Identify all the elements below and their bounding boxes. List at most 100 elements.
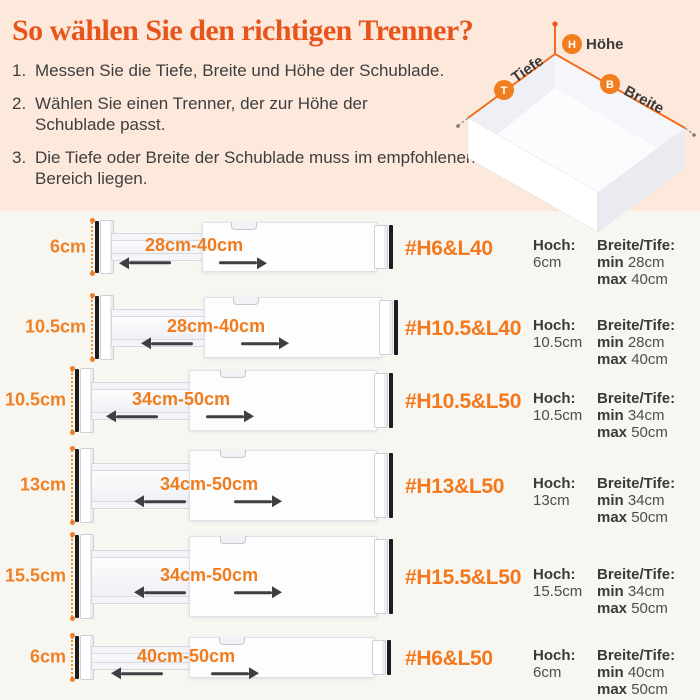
extension-range: 28cm-40cm [119, 235, 268, 269]
drawer-divider-image: 28cm-40cm [95, 295, 398, 360]
height-measure-line [89, 218, 95, 276]
hoch-value: 6cm [533, 664, 562, 681]
divider-end-cap-left [75, 449, 79, 522]
product-code: #H6&L50 [405, 647, 493, 670]
hoch-value: 15.5cm [533, 583, 583, 600]
width-depth-spec: Breite/Tife: min 28cm max 40cm [597, 317, 699, 368]
product-code: #H13&L50 [405, 475, 505, 498]
height-dimension-label: 10.5cm [4, 389, 66, 410]
height-spec: Hoch: 6cm [533, 237, 593, 271]
width-depth-spec: Breite/Tife: min 28cm max 40cm [597, 237, 699, 288]
arrow-left-icon [106, 410, 158, 423]
hoehe-badge: H Höhe [562, 34, 624, 54]
product-row: 6cm 40cm-50cm #H6&L50 Hoch: 6cm Breite/T… [0, 622, 700, 700]
min-line: min 28cm [597, 254, 665, 271]
breite-label: Breite/Tife: [597, 566, 676, 583]
arrow-left-icon [111, 667, 163, 680]
min-line: min 40cm [597, 664, 665, 681]
height-measure-line [69, 532, 75, 621]
width-depth-spec: Breite/Tife: min 34cm max 50cm [597, 475, 699, 526]
hoch-value: 13cm [533, 492, 570, 509]
divider-notch [219, 637, 246, 645]
height-spec: Hoch: 15.5cm [533, 566, 593, 600]
height-label: Höhe [586, 36, 624, 53]
divider-bracket-right [374, 225, 388, 269]
height-measure-line [69, 366, 75, 435]
step-number: 3. [12, 148, 27, 167]
divider-bracket-right [374, 373, 388, 428]
hoch-label: Hoch: [533, 390, 576, 407]
divider-end-cap-left [75, 369, 79, 432]
divider-end-cap-left [95, 296, 99, 359]
arrow-left-icon [134, 586, 186, 599]
breite-label: Breite/Tife: [597, 237, 676, 254]
instruction-step-3: 3. Die Tiefe oder Breite der Schublade m… [12, 147, 502, 189]
hoch-label: Hoch: [533, 566, 576, 583]
range-label: 40cm-50cm [137, 645, 236, 666]
divider-bracket-right [372, 640, 386, 675]
product-row: 13cm 34cm-50cm #H13&L50 Hoch: 13cm Breit… [0, 445, 700, 530]
hoch-label: Hoch: [533, 237, 576, 254]
min-line: min 34cm [597, 492, 665, 509]
drawer-divider-image: 34cm-50cm [75, 448, 393, 523]
divider-notch [220, 370, 247, 378]
height-dimension-label: 6cm [49, 236, 86, 257]
arrow-left-icon [119, 256, 171, 269]
extension-range: 34cm-50cm [134, 565, 283, 599]
height-spec: Hoch: 10.5cm [533, 390, 593, 424]
extension-range: 40cm-50cm [111, 645, 260, 680]
height-dimension-label: 15.5cm [4, 565, 66, 586]
depth-abbr: T [501, 85, 508, 97]
divider-outer-beam [189, 370, 377, 431]
breite-label: Breite/Tife: [597, 390, 676, 407]
divider-notch [233, 297, 260, 305]
divider-outer-beam [189, 450, 377, 521]
divider-end-cap-left [75, 535, 79, 618]
divider-end-cap-right [389, 453, 393, 518]
height-dimension-label: 10.5cm [24, 316, 86, 337]
min-line: min 34cm [597, 407, 665, 424]
breite-label: Breite/Tife: [597, 317, 676, 334]
product-code: #H10.5&L40 [405, 317, 522, 340]
drawer-front-right-wall [598, 128, 685, 232]
drawer-illustration: H Höhe T Tiefe B Breite [456, 21, 696, 233]
height-measure-line [69, 446, 75, 525]
hoch-value: 10.5cm [533, 334, 583, 351]
drawer-divider-image: 28cm-40cm [95, 220, 393, 274]
min-line: min 34cm [597, 583, 665, 600]
height-dimension-label: 13cm [19, 474, 66, 495]
product-code: #H15.5&L50 [405, 566, 522, 589]
arrow-right-icon [234, 495, 283, 508]
max-line: max 50cm [597, 681, 668, 698]
step-number: 1. [12, 61, 27, 80]
width-depth-spec: Breite/Tife: min 34cm max 50cm [597, 566, 699, 617]
product-code: #H10.5&L50 [405, 390, 522, 413]
max-line: max 50cm [597, 424, 668, 441]
width-abbr: B [606, 79, 614, 91]
height-measure-line [89, 293, 95, 362]
instruction-step-1: 1. Messen Sie die Tiefe, Breite und Höhe… [12, 60, 502, 81]
step-text: Wählen Sie einen Trenner, der zur Höhe d… [35, 94, 368, 134]
min-line: min 28cm [597, 334, 665, 351]
step-number: 2. [12, 94, 27, 113]
divider-outer-beam [204, 297, 382, 358]
page-title: So wählen Sie den richtigen Trenner? [12, 14, 474, 47]
arrow-right-icon [211, 667, 260, 680]
width-depth-spec: Breite/Tife: min 40cm max 50cm [597, 647, 699, 698]
max-line: max 50cm [597, 509, 668, 526]
product-row: 6cm 28cm-40cm #H6&L40 Hoch: 6cm Breite/T… [0, 211, 700, 290]
max-line: max 40cm [597, 271, 668, 288]
width-edge-line [554, 53, 686, 129]
breite-label: Breite/Tife: [597, 475, 676, 492]
arrow-left-icon [134, 495, 186, 508]
product-row: 15.5cm 34cm-50cm #H15.5&L50 Hoch: 15.5cm… [0, 530, 700, 622]
height-dimension-label: 6cm [29, 646, 66, 667]
divider-end-cap-right [387, 640, 391, 675]
drawer-divider-image: 34cm-50cm [75, 534, 393, 619]
range-label: 34cm-50cm [160, 473, 259, 494]
drawer-right-inner-wall [555, 54, 685, 158]
height-abbr: H [568, 39, 576, 51]
max-line: max 50cm [597, 600, 668, 617]
arrow-right-icon [219, 256, 268, 269]
